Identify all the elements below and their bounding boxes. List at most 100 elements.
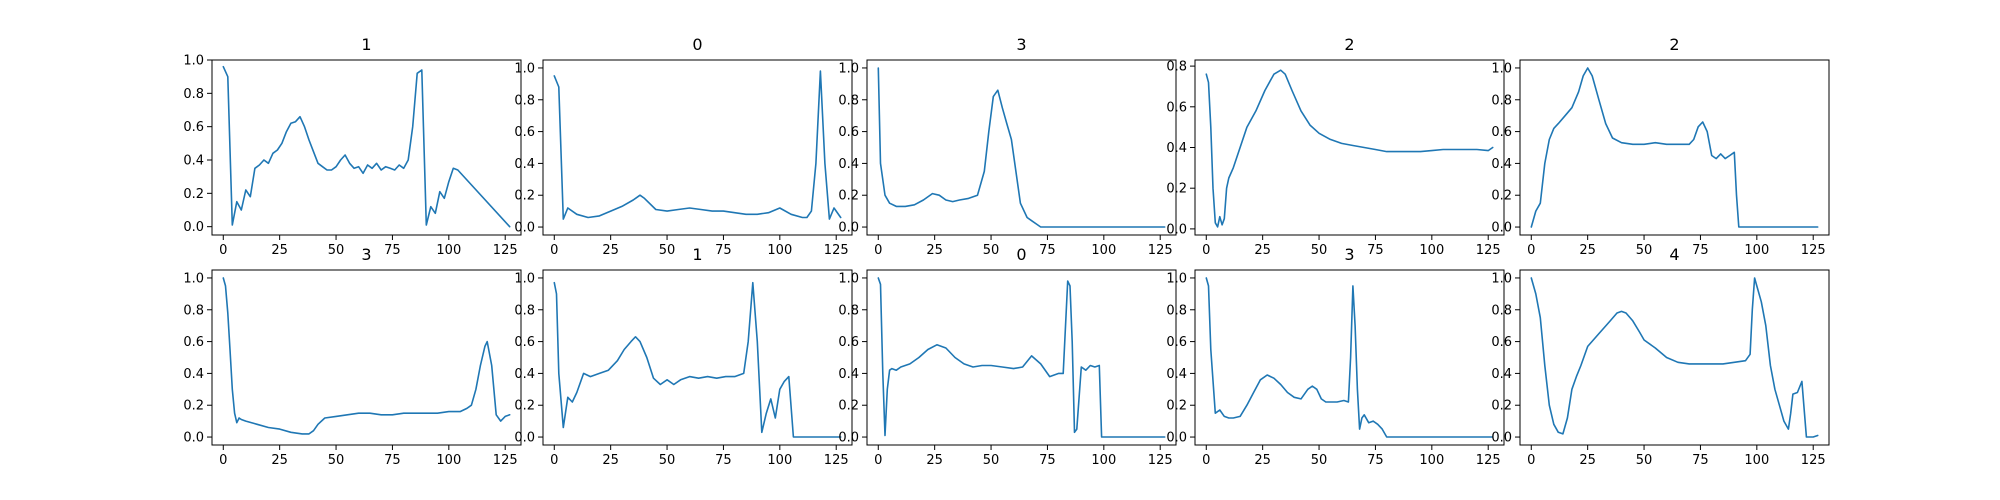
y-tick-label: 0.6 bbox=[183, 335, 204, 350]
y-tick-label: 0.8 bbox=[1491, 93, 1512, 108]
y-tick-label: 0.6 bbox=[1166, 100, 1187, 115]
y-tick-label: 0.4 bbox=[1491, 367, 1512, 382]
subplot-title: 0 bbox=[692, 35, 702, 54]
y-tick-label: 0.8 bbox=[183, 303, 204, 318]
y-tick-label: 0.4 bbox=[838, 367, 859, 382]
x-tick-label: 25 bbox=[1579, 243, 1596, 258]
series-line bbox=[553, 70, 842, 220]
y-tick-label: 0.2 bbox=[1166, 182, 1187, 197]
y-tick-label: 0.0 bbox=[514, 431, 535, 446]
x-tick-label: 50 bbox=[1636, 243, 1653, 258]
axes-frame bbox=[1519, 269, 1830, 446]
y-tick-label: 0.0 bbox=[1491, 221, 1512, 236]
x-tick-label: 0 bbox=[1527, 453, 1535, 468]
series-line bbox=[877, 67, 1166, 228]
x-tick-label: 25 bbox=[602, 453, 619, 468]
x-tick-label: 125 bbox=[493, 243, 518, 258]
subplot-title: 2 bbox=[1344, 35, 1354, 54]
x-tick-label: 25 bbox=[926, 243, 943, 258]
y-tick-label: 0.2 bbox=[183, 187, 204, 202]
x-tick-label: 50 bbox=[659, 453, 676, 468]
x-tick-label: 25 bbox=[271, 243, 288, 258]
y-tick-label: 0.2 bbox=[1491, 399, 1512, 414]
x-tick-label: 75 bbox=[715, 453, 732, 468]
y-tick-label: 0.2 bbox=[1491, 189, 1512, 204]
y-tick-label: 0.4 bbox=[1166, 367, 1187, 382]
x-tick-label: 125 bbox=[1801, 453, 1826, 468]
x-tick-label: 75 bbox=[715, 243, 732, 258]
x-tick-label: 125 bbox=[1148, 453, 1173, 468]
y-tick-label: 0.8 bbox=[1491, 303, 1512, 318]
x-tick-label: 50 bbox=[328, 453, 345, 468]
x-tick-label: 125 bbox=[1476, 453, 1501, 468]
y-tick-label: 0.6 bbox=[514, 125, 535, 140]
x-tick-label: 100 bbox=[436, 453, 461, 468]
subplot-10: 4 0 25 50 75 100 125 0.0 0.2 0.4 0.6 0.8 1.0 bbox=[1491, 245, 1830, 468]
subplot-3: 3 0 25 50 75 100 125 0.0 0.2 0.4 0.6 0.8 1.0 bbox=[838, 35, 1177, 258]
x-tick-label: 100 bbox=[1091, 453, 1116, 468]
y-tick-label: 0.0 bbox=[838, 221, 859, 236]
y-tick-label: 0.4 bbox=[514, 157, 535, 172]
axes-frame bbox=[866, 269, 1177, 446]
x-tick-label: 50 bbox=[1311, 243, 1328, 258]
x-tick-label: 100 bbox=[1744, 453, 1769, 468]
x-tick-label: 75 bbox=[384, 453, 401, 468]
series-line bbox=[1530, 277, 1819, 438]
x-tick-label: 0 bbox=[1202, 243, 1210, 258]
series-line bbox=[222, 277, 511, 435]
y-tick-label: 0.2 bbox=[838, 189, 859, 204]
x-tick-label: 100 bbox=[767, 243, 792, 258]
y-tick-label: 1.0 bbox=[1491, 271, 1512, 286]
x-tick-label: 0 bbox=[550, 453, 558, 468]
subplot-6: 3 0 25 50 75 100 125 0.0 0.2 0.4 0.6 0.8 1.0 bbox=[183, 245, 522, 468]
series-line bbox=[1205, 69, 1494, 228]
y-tick-label: 0.6 bbox=[514, 335, 535, 350]
x-tick-label: 100 bbox=[1091, 243, 1116, 258]
y-tick-label: 0.0 bbox=[1491, 431, 1512, 446]
x-tick-label: 25 bbox=[602, 243, 619, 258]
y-tick-label: 0.6 bbox=[183, 120, 204, 135]
y-tick-label: 0.8 bbox=[1166, 60, 1187, 75]
axes-frame bbox=[1194, 269, 1505, 446]
y-tick-label: 0.2 bbox=[183, 399, 204, 414]
y-tick-label: 0.6 bbox=[838, 125, 859, 140]
x-tick-label: 125 bbox=[824, 243, 849, 258]
y-tick-label: 0.0 bbox=[183, 220, 204, 235]
y-tick-label: 0.0 bbox=[1166, 431, 1187, 446]
series-line bbox=[553, 281, 842, 438]
y-tick-label: 0.0 bbox=[183, 431, 204, 446]
subplot-9: 3 0 25 50 75 100 125 0.0 0.2 0.4 0.6 0.8 1.0 bbox=[1166, 245, 1505, 468]
subplot-7: 1 0 25 50 75 100 125 0.0 0.2 0.4 0.6 0.8 1.0 bbox=[514, 245, 853, 468]
y-tick-label: 0.6 bbox=[1166, 335, 1187, 350]
x-tick-label: 25 bbox=[271, 453, 288, 468]
x-tick-label: 75 bbox=[1692, 243, 1709, 258]
y-tick-label: 0.2 bbox=[514, 399, 535, 414]
axes-frame bbox=[211, 269, 522, 446]
x-tick-label: 75 bbox=[1039, 453, 1056, 468]
x-tick-label: 25 bbox=[1579, 453, 1596, 468]
x-tick-label: 0 bbox=[874, 243, 882, 258]
y-tick-label: 0.6 bbox=[1491, 335, 1512, 350]
y-tick-label: 0.4 bbox=[514, 367, 535, 382]
axes-frame bbox=[1519, 59, 1830, 236]
x-tick-label: 125 bbox=[493, 453, 518, 468]
y-tick-label: 0.8 bbox=[514, 93, 535, 108]
x-tick-label: 75 bbox=[1692, 453, 1709, 468]
y-tick-label: 0.0 bbox=[514, 221, 535, 236]
subplot-title: 3 bbox=[1016, 35, 1026, 54]
x-tick-label: 25 bbox=[926, 453, 943, 468]
axes-frame bbox=[1194, 59, 1505, 236]
x-tick-label: 100 bbox=[1419, 453, 1444, 468]
x-tick-label: 100 bbox=[767, 453, 792, 468]
subplot-2: 0 0 25 50 75 100 125 0.0 0.2 0.4 0.6 0.8 1.0 bbox=[514, 35, 853, 258]
series-line bbox=[1530, 67, 1819, 228]
axes-frame bbox=[542, 269, 853, 446]
y-tick-label: 0.4 bbox=[838, 157, 859, 172]
subplot-4: 2 0 25 50 75 100 125 0.0 0.2 0.4 0.6 0.8 bbox=[1166, 35, 1505, 258]
series-line bbox=[222, 65, 511, 228]
y-tick-label: 0.0 bbox=[838, 431, 859, 446]
x-tick-label: 100 bbox=[1744, 243, 1769, 258]
y-tick-label: 0.2 bbox=[514, 189, 535, 204]
subplot-8: 0 0 25 50 75 100 125 0.0 0.2 0.4 0.6 0.8 1.0 bbox=[838, 245, 1177, 468]
